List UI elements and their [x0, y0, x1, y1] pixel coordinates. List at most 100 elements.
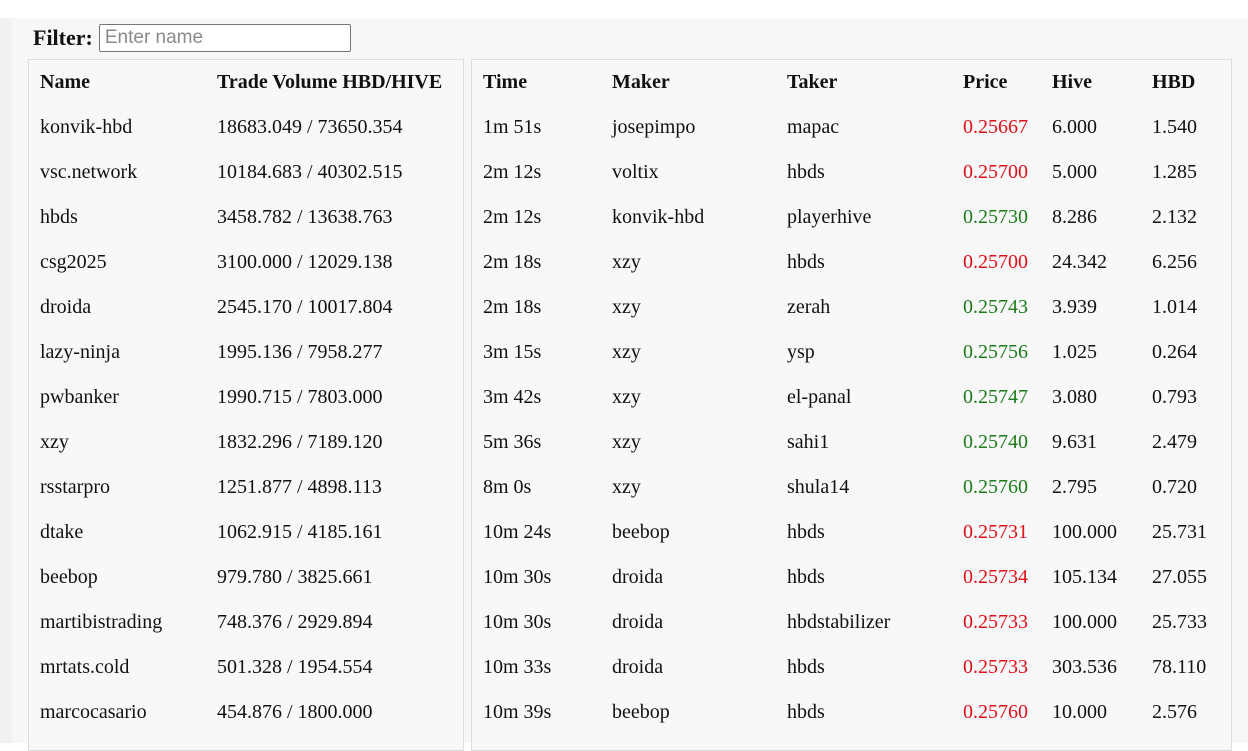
trade-volume-cell: 10184.683 / 40302.515	[217, 161, 403, 183]
maker-cell[interactable]: josepimpo	[612, 116, 696, 138]
account-name-cell[interactable]: vsc.network	[40, 161, 138, 183]
trade-volume-cell: 1990.715 / 7803.000	[217, 386, 383, 408]
time-cell: 10m 30s	[483, 566, 552, 588]
taker-cell[interactable]: ysp	[787, 341, 815, 363]
account-name-cell[interactable]: dtake	[40, 521, 84, 543]
trades-table-header-row: Time Maker Taker Price Hive HBD	[483, 60, 1222, 105]
taker-cell[interactable]: hbds	[787, 251, 825, 273]
trade-row: 10m 30s droida hbds 0.25734 105.134 27.055	[483, 555, 1222, 600]
taker-cell[interactable]: hbdstabilizer	[787, 611, 891, 633]
hive-amount-cell: 3.080	[1052, 386, 1097, 408]
taker-cell[interactable]: hbds	[787, 566, 825, 588]
maker-cell[interactable]: droida	[612, 656, 664, 678]
volume-row: pwbanker 1990.715 / 7803.000	[40, 375, 457, 420]
taker-cell[interactable]: hbds	[787, 701, 825, 723]
price-cell: 0.25700	[963, 161, 1028, 183]
time-cell: 2m 12s	[483, 161, 542, 183]
hbd-amount-cell: 78.110	[1152, 656, 1207, 678]
taker-cell[interactable]: sahi1	[787, 431, 830, 453]
volume-table: Name Trade Volume HBD/HIVE konvik-hbd 186…	[40, 60, 457, 735]
price-cell: 0.25733	[963, 611, 1028, 633]
taker-cell[interactable]: el-panal	[787, 386, 852, 408]
account-name-cell[interactable]: konvik-hbd	[40, 116, 133, 138]
price-cell: 0.25743	[963, 296, 1028, 318]
time-cell: 2m 18s	[483, 296, 542, 318]
time-cell: 2m 18s	[483, 251, 542, 273]
trade-volume-cell: 979.780 / 3825.661	[217, 566, 373, 588]
column-header-taker[interactable]: Taker	[787, 71, 838, 93]
taker-cell[interactable]: shula14	[787, 476, 850, 498]
hive-amount-cell: 10.000	[1052, 701, 1107, 723]
price-cell: 0.25734	[963, 566, 1028, 588]
maker-cell[interactable]: xzy	[612, 431, 641, 453]
account-name-cell[interactable]: beebop	[40, 566, 98, 588]
maker-cell[interactable]: xzy	[612, 476, 641, 498]
taker-cell[interactable]: hbds	[787, 161, 825, 183]
taker-cell[interactable]: playerhive	[787, 206, 872, 228]
trade-row: 2m 18s xzy hbds 0.25700 24.342 6.256	[483, 240, 1222, 285]
account-name-cell[interactable]: lazy-ninja	[40, 341, 120, 363]
filter-name-input[interactable]	[98, 24, 351, 52]
time-cell: 2m 12s	[483, 206, 542, 228]
time-cell: 10m 39s	[483, 701, 552, 723]
account-name-cell[interactable]: martibistrading	[40, 611, 163, 633]
account-name-cell[interactable]: pwbanker	[40, 386, 119, 408]
price-cell: 0.25731	[963, 521, 1028, 543]
filter-row: Filter:	[33, 22, 351, 54]
maker-cell[interactable]: beebop	[612, 701, 670, 723]
account-name-cell[interactable]: droida	[40, 296, 92, 318]
volume-row: marcocasario 454.876 / 1800.000	[40, 690, 457, 735]
price-cell: 0.25733	[963, 656, 1028, 678]
account-name-cell[interactable]: mrtats.cold	[40, 656, 130, 678]
account-name-cell[interactable]: xzy	[40, 431, 69, 453]
taker-cell[interactable]: zerah	[787, 296, 831, 318]
account-name-cell[interactable]: csg2025	[40, 251, 107, 273]
maker-cell[interactable]: beebop	[612, 521, 670, 543]
volume-row: csg2025 3100.000 / 12029.138	[40, 240, 457, 285]
volume-table-header-row: Name Trade Volume HBD/HIVE	[40, 60, 457, 105]
trade-row: 1m 51s josepimpo mapac 0.25667 6.000 1.540	[483, 105, 1222, 150]
time-cell: 8m 0s	[483, 476, 532, 498]
trade-volume-cell: 454.876 / 1800.000	[217, 701, 373, 723]
maker-cell[interactable]: xzy	[612, 251, 641, 273]
volume-table-body: konvik-hbd 18683.049 / 73650.354 vsc.netwo…	[40, 105, 457, 735]
maker-cell[interactable]: droida	[612, 611, 664, 633]
taker-cell[interactable]: hbds	[787, 656, 825, 678]
maker-cell[interactable]: xzy	[612, 341, 641, 363]
filter-label: Filter:	[33, 25, 93, 50]
hbd-amount-cell: 25.731	[1152, 521, 1207, 543]
column-header-hbd[interactable]: HBD	[1152, 71, 1196, 93]
price-cell: 0.25740	[963, 431, 1028, 453]
account-name-cell[interactable]: hbds	[40, 206, 78, 228]
column-header-maker[interactable]: Maker	[612, 71, 670, 93]
taker-cell[interactable]: hbds	[787, 521, 825, 543]
hive-amount-cell: 6.000	[1052, 116, 1097, 138]
trade-volume-cell: 1832.296 / 7189.120	[217, 431, 383, 453]
trade-volume-cell: 1062.915 / 4185.161	[217, 521, 383, 543]
volume-row: lazy-ninja 1995.136 / 7958.277	[40, 330, 457, 375]
trade-volume-cell: 748.376 / 2929.894	[217, 611, 373, 633]
hbd-amount-cell: 1.285	[1152, 161, 1197, 183]
hive-amount-cell: 100.000	[1052, 521, 1117, 543]
column-header-hive[interactable]: Hive	[1052, 71, 1092, 93]
column-header-name[interactable]: Name	[40, 71, 90, 93]
column-header-time[interactable]: Time	[483, 71, 528, 93]
maker-cell[interactable]: droida	[612, 566, 664, 588]
column-header-trade-volume[interactable]: Trade Volume HBD/HIVE	[217, 71, 443, 93]
hive-amount-cell: 1.025	[1052, 341, 1097, 363]
trade-volume-cell: 3458.782 / 13638.763	[217, 206, 393, 228]
volume-row: hbds 3458.782 / 13638.763	[40, 195, 457, 240]
maker-cell[interactable]: xzy	[612, 386, 641, 408]
taker-cell[interactable]: mapac	[787, 116, 840, 138]
column-header-price[interactable]: Price	[963, 71, 1008, 93]
time-cell: 10m 33s	[483, 656, 552, 678]
account-name-cell[interactable]: marcocasario	[40, 701, 147, 723]
account-name-cell[interactable]: rsstarpro	[40, 476, 110, 498]
trade-row: 10m 33s droida hbds 0.25733 303.536 78.110	[483, 645, 1222, 690]
maker-cell[interactable]: voltix	[612, 161, 659, 183]
maker-cell[interactable]: xzy	[612, 296, 641, 318]
hive-amount-cell: 105.134	[1052, 566, 1117, 588]
maker-cell[interactable]: konvik-hbd	[612, 206, 705, 228]
hive-amount-cell: 24.342	[1052, 251, 1107, 273]
volume-row: vsc.network 10184.683 / 40302.515	[40, 150, 457, 195]
